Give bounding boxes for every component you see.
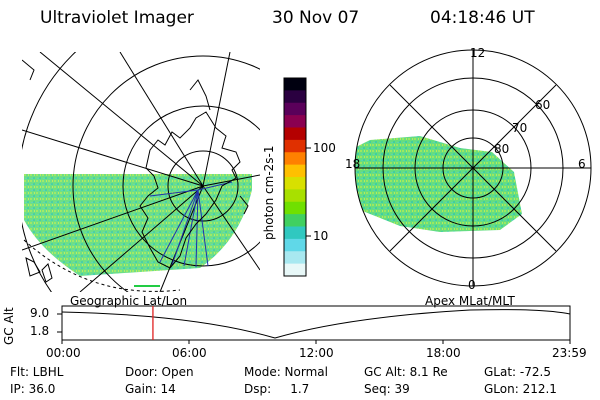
right-aurora-oval <box>355 136 522 232</box>
timeline-ytick-low: 1.8 <box>30 324 50 338</box>
left-panel-caption: Geographic Lat/Lon <box>70 294 188 308</box>
gc-alt-curve <box>61 309 571 339</box>
colorbar-band <box>284 90 306 104</box>
mlat-label-70: 70 <box>512 121 528 135</box>
colorbar-band <box>284 152 306 166</box>
timeline-ytick-high: 9.0 <box>30 306 50 320</box>
colorbar-band <box>284 201 306 215</box>
timeline-xtick-2359: 23:59 <box>552 346 587 360</box>
timeline-xtick-1200: 12:00 <box>299 346 334 360</box>
mlt-label-18: 18 <box>345 157 361 171</box>
timeline-plot <box>57 305 571 344</box>
colorbar-band <box>284 214 306 227</box>
timeline-xtick-0600: 06:00 <box>172 346 207 360</box>
colorbar <box>284 78 306 277</box>
mlt-label-12: 12 <box>470 46 486 60</box>
colorbar-band <box>284 127 306 141</box>
status-ip: IP: 36.0 <box>10 382 56 396</box>
header-time: 04:18:46 UT <box>430 8 535 28</box>
colorbar-band <box>284 226 306 240</box>
mlat-label-80: 80 <box>494 142 510 156</box>
status-gain: Gain: 14 <box>125 382 176 396</box>
status-glat: GLat: -72.5 <box>484 365 551 379</box>
colorbar-band <box>284 177 306 190</box>
colorbar-tick-label-10: 10 <box>313 229 329 243</box>
geographic-map <box>22 52 260 292</box>
colorbar-band <box>284 139 306 153</box>
mlt-label-6: 6 <box>578 157 586 171</box>
colorbar-unit-label: photon cm-2s-1 <box>262 145 276 241</box>
status-filter: Flt: LBHL <box>10 365 64 379</box>
colorbar-band <box>284 251 306 265</box>
status-dsp: Dsp: 1.7 <box>244 382 310 396</box>
colorbar-band <box>284 164 306 178</box>
timeline-xtick-1800: 18:00 <box>426 346 461 360</box>
timeline-ylabel: GC Alt <box>2 307 16 345</box>
colorbar-band <box>284 115 306 128</box>
colorbar-tick-label-100: 100 <box>313 141 336 155</box>
left-green-tick <box>134 285 160 287</box>
polar-plot-image <box>355 136 522 232</box>
mlat-label-60: 60 <box>535 98 551 112</box>
status-door: Door: Open <box>125 365 194 379</box>
colorbar-frame <box>283 77 307 277</box>
colorbar-band <box>284 78 306 91</box>
status-gc-alt: GC Alt: 8.1 Re <box>364 365 448 379</box>
left-aurora-image <box>24 174 252 276</box>
colorbar-band <box>284 263 306 277</box>
right-panel-caption: Apex MLat/MLT <box>425 294 515 308</box>
status-mode: Mode: Normal <box>244 365 328 379</box>
mlt-label-0: 0 <box>468 278 476 292</box>
colorbar-band <box>284 189 306 203</box>
timeline-xtick-0000: 00:00 <box>46 346 81 360</box>
app-title: Ultraviolet Imager <box>40 8 194 28</box>
colorbar-band <box>284 102 306 116</box>
status-glon: GLon: 212.1 <box>484 382 557 396</box>
polar-grid <box>354 49 592 287</box>
header-date: 30 Nov 07 <box>272 8 360 28</box>
status-seq: Seq: 39 <box>364 382 410 396</box>
colorbar-band <box>284 238 306 252</box>
